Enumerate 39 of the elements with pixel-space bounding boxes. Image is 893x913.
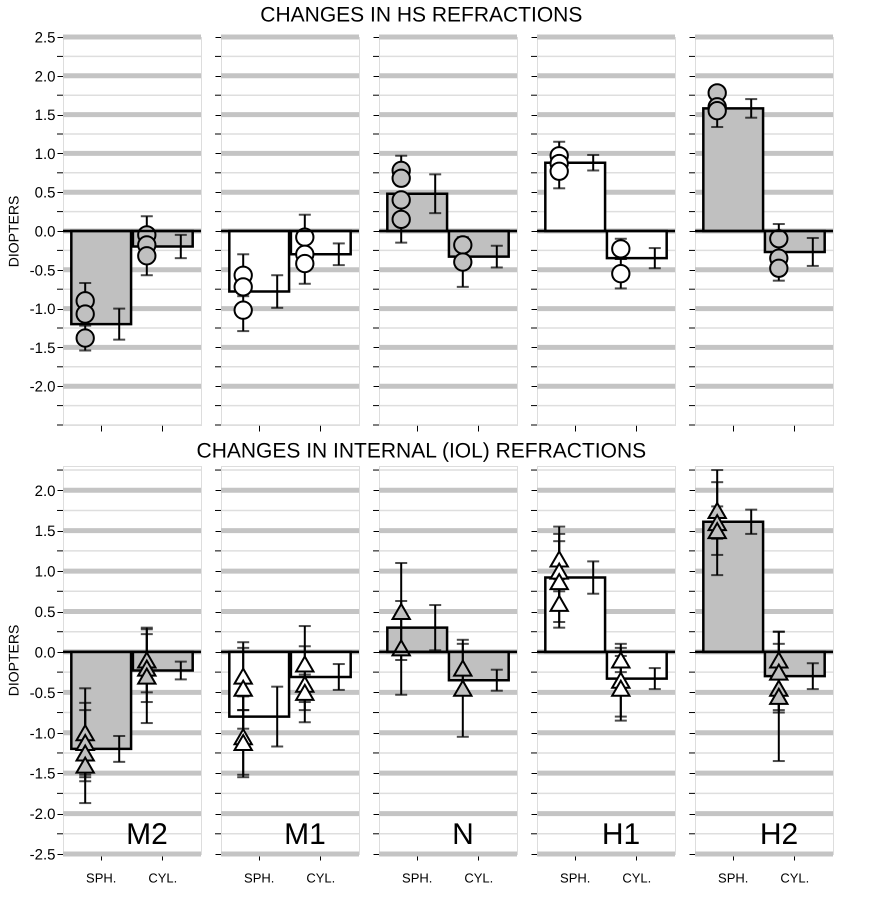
y-tick-label: -1.0	[30, 725, 56, 742]
y-tick-label: 0.0	[34, 644, 56, 662]
y-tick-label: 1.0	[34, 564, 56, 581]
y-tick-label: 2.5	[34, 30, 56, 46]
x-tick-label: SPH.	[244, 870, 274, 886]
chart-title: CHANGES IN INTERNAL (IOL) REFRACTIONS	[196, 440, 646, 462]
annotation: H1	[602, 818, 640, 851]
y-tick-label: -1.5	[30, 766, 56, 783]
x-tick-label: SPH.	[86, 870, 116, 886]
x-tick-label: CYL.	[780, 870, 810, 886]
chart-title: CHANGES IN HS REFRACTIONS	[260, 4, 582, 26]
x-tick-label: CYL.	[622, 870, 652, 886]
annotation: N	[452, 818, 474, 851]
annotation: M1	[284, 818, 326, 851]
y-tick-label: 0.5	[34, 604, 56, 621]
annotation: M2	[126, 818, 168, 851]
y-tick-label: 0.5	[34, 184, 56, 202]
annotation: H2	[760, 818, 798, 851]
x-tick-label: CYL.	[148, 870, 178, 886]
y-tick-label: -0.5	[30, 684, 56, 702]
x-tick-label: SPH.	[718, 870, 748, 886]
y-tick-label: 2.0	[34, 482, 56, 500]
x-tick-label: CYL.	[306, 870, 336, 886]
y-tick-label: -1.5	[30, 340, 56, 357]
y-tick-label: -1.0	[30, 301, 56, 318]
y-tick-label: 0.0	[34, 224, 56, 240]
y-tick-label: 1.0	[34, 146, 56, 163]
x-tick-label: SPH.	[560, 870, 590, 886]
y-tick-label: -2.0	[30, 378, 56, 396]
y-tick-label: -2.0	[30, 806, 56, 824]
x-tick-label: CYL.	[464, 870, 494, 886]
y-tick-label: -0.5	[30, 262, 56, 280]
y-tick-label: 2.0	[34, 68, 56, 86]
y-tick-label: 1.5	[34, 107, 56, 124]
y-axis-title: DIOPTERS	[6, 624, 22, 696]
y-tick-label: 1.5	[34, 523, 56, 540]
x-tick-label: SPH.	[402, 870, 432, 886]
y-axis-title: DIOPTERS	[6, 196, 22, 268]
y-tick-label: -2.5	[30, 846, 56, 864]
